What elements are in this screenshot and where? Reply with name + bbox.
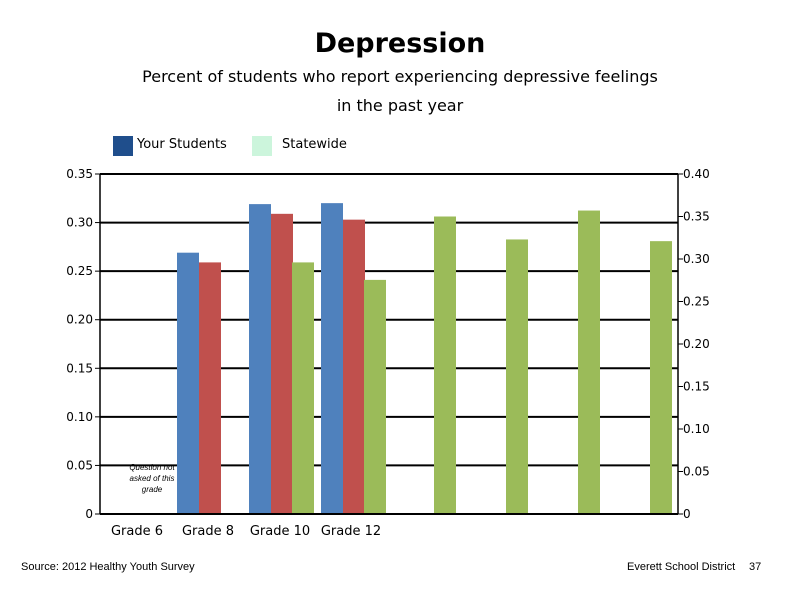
page-number: 37 bbox=[749, 561, 762, 573]
chart-subtitle-line1: Percent of students who report experienc… bbox=[142, 67, 658, 86]
right-axis-tick-label: 0.35 bbox=[683, 210, 710, 224]
bar bbox=[271, 213, 293, 515]
bar bbox=[177, 252, 199, 514]
right-axis-tick-label: 0.10 bbox=[683, 422, 710, 436]
right-axis-tick-label: 0 bbox=[683, 507, 691, 521]
bar bbox=[199, 262, 221, 514]
source-note: Source: 2012 Healthy Youth Survey bbox=[21, 561, 195, 573]
bar bbox=[578, 210, 600, 515]
grade6-note-line: grade bbox=[142, 485, 163, 494]
right-axis-tick-label: 0.30 bbox=[683, 252, 710, 266]
right-axis-tick-label: 0.40 bbox=[683, 167, 710, 181]
bar bbox=[364, 279, 386, 514]
chart-title: Depression bbox=[314, 28, 486, 59]
bar bbox=[650, 241, 672, 514]
legend-swatch-statewide bbox=[252, 136, 272, 156]
x-axis-category-label: Grade 12 bbox=[321, 524, 381, 539]
grade6-note-line: Question not bbox=[129, 463, 175, 472]
left-axis-tick-label: 0 bbox=[85, 507, 93, 521]
left-axis-tick-label: 0.10 bbox=[66, 410, 93, 424]
bar bbox=[506, 239, 528, 514]
bar bbox=[249, 204, 271, 514]
left-axis-tick-label: 0.15 bbox=[66, 361, 93, 375]
right-axis-tick-label: 0.25 bbox=[683, 295, 710, 309]
right-axis-tick-label: 0.15 bbox=[683, 380, 710, 394]
x-axis-category-label: Grade 6 bbox=[111, 524, 163, 539]
legend-label-your-students: Your Students bbox=[137, 137, 227, 152]
bar bbox=[321, 203, 343, 514]
bar bbox=[343, 219, 365, 514]
right-axis-tick-label: 0.05 bbox=[683, 465, 710, 479]
left-axis-tick-label: 0.20 bbox=[66, 313, 93, 327]
legend-swatch-your-students bbox=[113, 136, 133, 156]
left-axis-tick-label: 0.05 bbox=[66, 458, 93, 472]
chart-subtitle-line2: in the past year bbox=[336, 96, 464, 115]
left-axis-tick-label: 0.35 bbox=[66, 167, 93, 181]
x-axis-category-label: Grade 10 bbox=[250, 524, 310, 539]
legend-label-statewide: Statewide bbox=[282, 137, 347, 152]
district-name: Everett School District bbox=[627, 561, 736, 573]
x-axis-category-label: Grade 8 bbox=[182, 524, 234, 539]
bar bbox=[292, 262, 314, 514]
bar bbox=[434, 216, 456, 514]
left-axis-tick-label: 0.30 bbox=[66, 216, 93, 230]
grade6-note-line: asked of this bbox=[130, 474, 175, 483]
left-axis-tick-label: 0.25 bbox=[66, 264, 93, 278]
right-axis-tick-label: 0.20 bbox=[683, 337, 710, 351]
